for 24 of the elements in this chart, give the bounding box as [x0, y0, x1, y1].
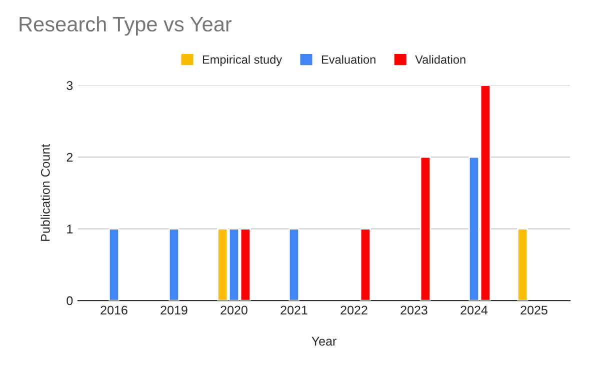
- x-tick-label: 2025: [520, 306, 548, 315]
- x-axis-title: Year: [312, 336, 336, 346]
- x-tick-label: 2019: [160, 306, 188, 315]
- chart-title: Research Type vs Year: [20, 16, 232, 36]
- x-tick-label: 2021: [280, 306, 308, 315]
- legend-label: Evaluation: [322, 55, 376, 64]
- x-tick-label: 2023: [400, 306, 428, 315]
- legend-label: Empirical study: [202, 55, 282, 66]
- bar: [288, 228, 300, 301]
- bar: [517, 228, 528, 301]
- y-tick-label: 3: [66, 81, 73, 90]
- bar: [108, 228, 120, 301]
- y-axis-title: Publication Count: [40, 144, 50, 241]
- x-tick-label: 2016: [100, 306, 128, 315]
- y-tick-label: 0: [66, 296, 73, 306]
- x-tick-label: 2020: [220, 306, 248, 315]
- bar: [168, 228, 180, 301]
- bar: [360, 228, 371, 301]
- y-tick-label: 1: [67, 224, 73, 234]
- x-tick-label: 2022: [340, 306, 368, 315]
- legend-label: Validation: [415, 55, 466, 64]
- x-tick-label: 2024: [460, 306, 488, 315]
- y-tick-label: 2: [66, 152, 73, 162]
- bar: [420, 156, 431, 301]
